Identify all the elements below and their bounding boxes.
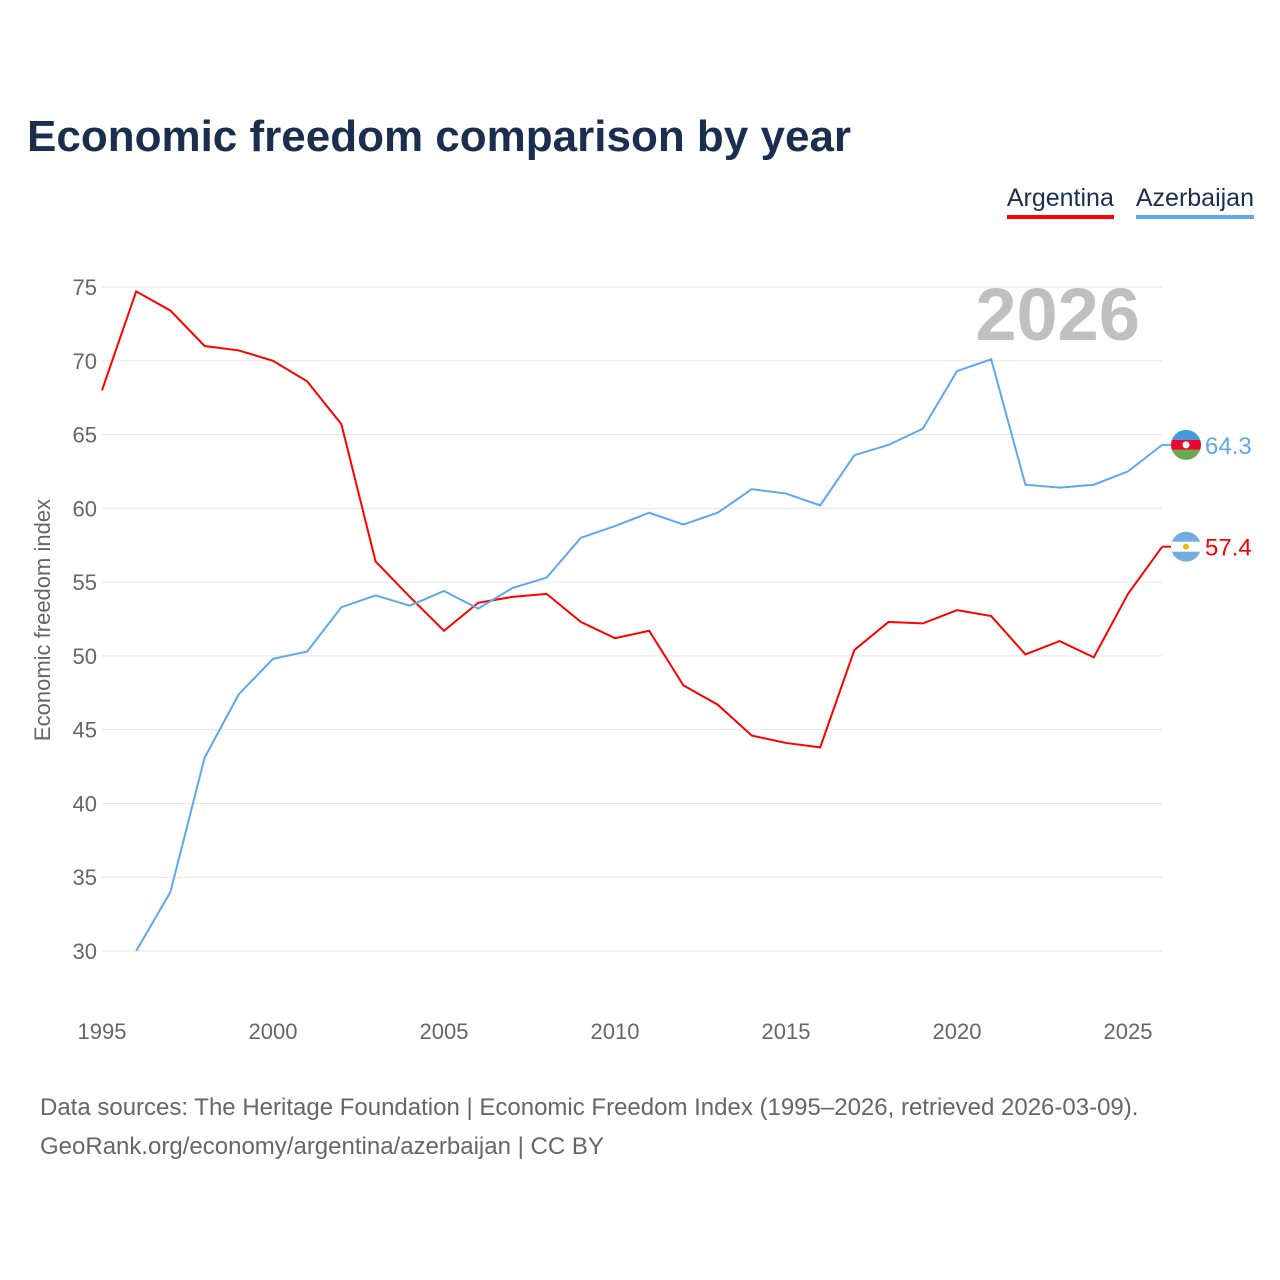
y-tick-label: 45 xyxy=(73,718,97,743)
y-tick-label: 35 xyxy=(73,865,97,890)
flag-body xyxy=(1171,429,1201,460)
chart-title: Economic freedom comparison by year xyxy=(27,112,852,161)
flag-body xyxy=(1171,531,1201,562)
series-line-argentina xyxy=(101,289,1164,749)
flag-azerbaijan-icon xyxy=(1171,429,1201,460)
y-tick-label: 70 xyxy=(73,349,97,374)
x-tick-label: 2005 xyxy=(420,1019,469,1044)
x-tick-label: 2025 xyxy=(1104,1019,1153,1044)
year-watermark: 2026 xyxy=(975,273,1140,356)
flag-stripe xyxy=(1171,429,1201,440)
y-axis-label: Economic freedom index xyxy=(30,499,55,741)
flag-argentina-icon xyxy=(1171,531,1201,562)
end-value-label: 64.3 xyxy=(1205,433,1252,460)
x-tick-label: 2000 xyxy=(249,1019,298,1044)
flag-crescent xyxy=(1182,441,1190,449)
series-line-azerbaijan xyxy=(135,357,1163,952)
end-value-label: 57.4 xyxy=(1205,535,1252,562)
x-tick-label: 2010 xyxy=(591,1019,640,1044)
x-tick-label: 2020 xyxy=(933,1019,982,1044)
y-tick-label: 50 xyxy=(73,644,97,669)
y-tick-label: 75 xyxy=(73,275,97,300)
y-tick-label: 60 xyxy=(73,496,97,521)
y-tick-label: 65 xyxy=(73,423,97,448)
source-line-1: Data sources: The Heritage Foundation | … xyxy=(40,1094,1139,1121)
flag-sun xyxy=(1183,543,1189,550)
y-tick-label: 55 xyxy=(73,570,97,595)
source-line-2[interactable]: GeoRank.org/economy/argentina/azerbaijan… xyxy=(40,1133,604,1160)
x-tick-label: 2015 xyxy=(762,1019,811,1044)
y-tick-label: 30 xyxy=(73,939,97,964)
flag-stripe xyxy=(1171,449,1201,460)
source-note: Data sources: The Heritage Foundation | … xyxy=(40,1088,1138,1166)
legend: Argentina Azerbaijan xyxy=(1006,184,1254,219)
legend-azerbaijan[interactable]: Azerbaijan xyxy=(1135,184,1254,219)
x-tick-label: 1995 xyxy=(78,1019,127,1044)
y-tick-label: 40 xyxy=(73,791,97,816)
legend-argentina[interactable]: Argentina xyxy=(1006,184,1114,219)
